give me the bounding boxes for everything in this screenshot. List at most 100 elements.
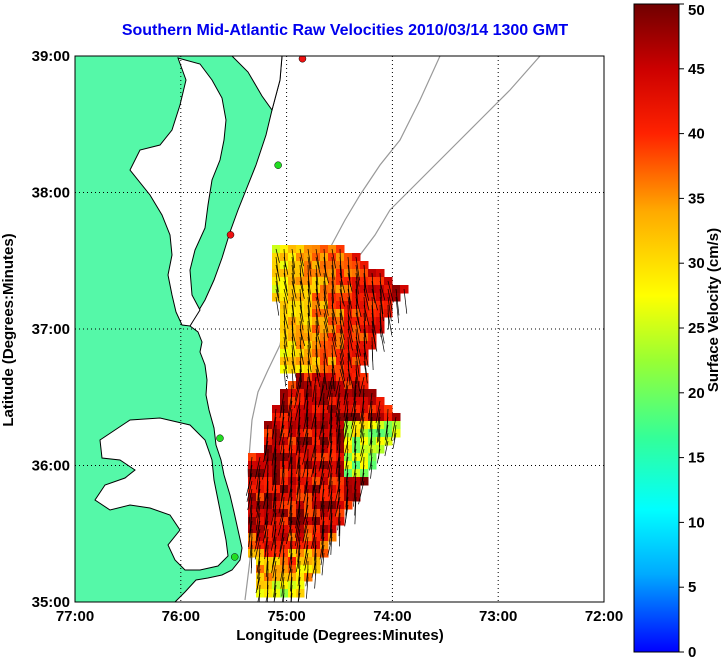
velocity-vector (327, 424, 333, 449)
velocity-vectors (245, 248, 408, 602)
velocity-vector (376, 416, 381, 443)
velocity-vector (248, 496, 253, 524)
velocity-vector (371, 296, 374, 322)
velocity-vector (363, 352, 368, 378)
velocity-vector (335, 448, 341, 475)
velocity-vector (371, 312, 376, 335)
velocity-vector (355, 368, 360, 392)
velocity-vector (326, 376, 333, 399)
velocity-vector (347, 344, 352, 369)
velocity-vector (315, 264, 319, 286)
velocity-vector (315, 288, 320, 307)
velocity-vector (376, 448, 381, 464)
velocity-vector (306, 400, 309, 427)
velocity-vector (257, 512, 261, 538)
velocity-vector (331, 320, 337, 342)
x-tick-label: 72:00 (585, 608, 623, 625)
velocity-vector (327, 456, 333, 478)
velocity-vector (328, 472, 333, 497)
map-title: Southern Mid-Atlantic Raw Velocities 201… (121, 22, 569, 39)
velocity-vector (271, 416, 277, 440)
velocity-vector (311, 560, 317, 578)
velocity-vector (287, 560, 293, 582)
velocity-vector (307, 312, 311, 332)
velocity-vector (295, 504, 301, 529)
velocity-vector (323, 248, 327, 272)
velocity-vector (376, 408, 381, 433)
velocity-vector (336, 408, 341, 433)
velocity-vector (390, 416, 397, 441)
velocity-vector (312, 512, 317, 535)
colorbar-tick-label: 0 (688, 644, 696, 659)
velocity-vector (318, 416, 325, 440)
velocity-vector (347, 320, 353, 343)
velocity-vector (289, 408, 293, 433)
velocity-vector (360, 416, 365, 439)
velocity-vector (283, 368, 287, 387)
velocity-vector (254, 528, 261, 552)
land-mass (75, 56, 283, 602)
velocity-vector (363, 280, 370, 301)
velocity-vector (369, 456, 373, 471)
velocity-vector (289, 496, 293, 521)
y-tick-labels: 39:00 38:00 37:00 36:00 35:00 (32, 48, 70, 611)
velocity-vector (291, 264, 295, 284)
velocity-vector (280, 480, 285, 504)
velocity-vector (384, 440, 389, 457)
velocity-vector (291, 368, 294, 389)
velocity-vector (249, 536, 253, 559)
velocity-vector (283, 352, 287, 370)
velocity-vector (264, 536, 269, 560)
velocity-vector (318, 464, 325, 490)
velocity-vector (302, 440, 309, 465)
velocity-vector (291, 256, 295, 275)
velocity-vector (314, 536, 317, 561)
velocity-vector (387, 288, 393, 311)
velocity-vector (307, 328, 311, 349)
velocity-vector (343, 392, 349, 418)
velocity-vector (385, 424, 389, 439)
velocity-vector (347, 288, 352, 309)
velocity-vector (299, 272, 304, 292)
velocity-vector (379, 296, 384, 322)
velocity-vector (291, 312, 294, 332)
velocity-vector (323, 296, 329, 316)
velocity-vector (387, 296, 392, 322)
colorbar (633, 3, 680, 653)
velocity-vector (363, 304, 370, 326)
velocity-vector (369, 432, 373, 446)
velocity-vector (275, 272, 279, 293)
velocity-vector (393, 424, 397, 441)
velocity-vector (283, 328, 288, 348)
velocity-vector (275, 280, 280, 299)
velocity-vector (315, 280, 318, 301)
velocity-vector (297, 568, 301, 587)
velocity-vector (272, 464, 277, 491)
velocity-vector (289, 528, 293, 553)
velocity-vector (297, 456, 301, 482)
velocity-vector (287, 416, 293, 440)
velocity-vector (246, 480, 253, 502)
velocity-vector (360, 448, 365, 463)
velocity-vector (320, 440, 325, 468)
colorbar-tick-label: 20 (688, 385, 705, 402)
velocity-vector (291, 304, 295, 323)
velocity-vector (245, 472, 253, 496)
velocity-vector (294, 384, 301, 408)
pamlico-sound (94, 417, 229, 571)
velocity-vector (299, 312, 304, 331)
velocity-vector (379, 272, 382, 299)
velocity-vector (288, 432, 293, 458)
velocity-vector (315, 360, 321, 378)
velocity-vector (271, 552, 277, 574)
velocity-vector (355, 336, 362, 356)
velocity-vector (323, 368, 328, 391)
velocity-vector (306, 576, 309, 599)
velocity-vector (320, 488, 325, 512)
velocity-vector (363, 320, 367, 344)
velocity-vector (314, 400, 317, 428)
velocity-vector (272, 560, 277, 579)
velocity-vector (323, 272, 327, 295)
velocity-vector (347, 296, 352, 319)
